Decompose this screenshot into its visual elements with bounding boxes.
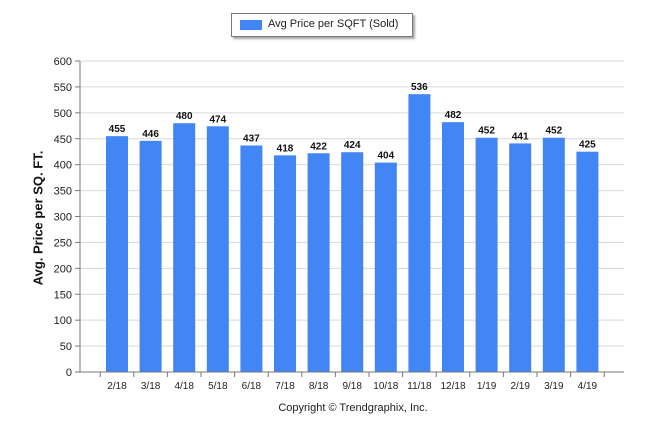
bar-5-18: [206, 126, 229, 372]
data-label: 441: [512, 131, 529, 142]
data-label: 482: [445, 110, 462, 121]
bar-4-18: [173, 123, 196, 372]
data-label: 452: [545, 126, 562, 137]
data-label: 474: [209, 114, 226, 125]
bar-8-18: [307, 153, 330, 372]
y-tick-label: 50: [60, 341, 72, 353]
data-label: 424: [344, 140, 361, 151]
y-tick-label: 250: [54, 237, 72, 249]
x-tick-label: 5/18: [208, 381, 228, 392]
data-label: 404: [377, 151, 394, 162]
data-label: 480: [176, 111, 193, 122]
data-label: 425: [579, 140, 596, 151]
data-label: 437: [243, 133, 260, 144]
x-tick-label: 3/19: [544, 381, 564, 392]
y-tick-label: 400: [54, 160, 72, 172]
data-label: 455: [109, 124, 126, 135]
bar-4-19: [576, 151, 599, 372]
y-tick-label: 150: [54, 289, 72, 301]
x-tick-label: 8/18: [309, 381, 329, 392]
x-tick-label: 2/18: [107, 381, 127, 392]
y-tick-label: 200: [54, 263, 72, 275]
bar-12-18: [442, 122, 464, 372]
data-label: 452: [478, 126, 495, 137]
x-tick-label: 1/19: [477, 381, 497, 392]
y-tick-label: 600: [54, 56, 72, 68]
x-tick-label: 10/18: [373, 381, 398, 392]
legend-label: Avg Price per SQFT (Sold): [268, 18, 399, 30]
bar-2-18: [106, 136, 128, 372]
data-label: 418: [277, 143, 294, 154]
x-tick-label: 4/18: [174, 381, 194, 392]
bar-3-19: [542, 137, 565, 372]
data-label: 422: [310, 141, 327, 152]
bar-3-18: [139, 140, 162, 372]
data-label: 446: [142, 129, 159, 140]
x-tick-label: 3/18: [141, 381, 161, 392]
x-tick-label: 2/19: [510, 381, 530, 392]
bar-1-19: [475, 137, 498, 372]
data-label: 536: [411, 82, 428, 93]
x-tick-label: 9/18: [342, 381, 362, 392]
y-tick-label: 450: [54, 134, 72, 146]
y-tick-label: 0: [66, 367, 72, 379]
x-tick-label: 7/18: [275, 381, 295, 392]
x-tick-label: 12/18: [440, 381, 465, 392]
y-tick-label: 100: [54, 315, 72, 327]
bar-10-18: [374, 162, 397, 372]
y-tick-label: 300: [54, 212, 72, 224]
x-tick-label: 4/19: [578, 381, 598, 392]
x-tick-label: 11/18: [407, 381, 432, 392]
legend: Avg Price per SQFT (Sold): [231, 13, 413, 37]
bar-9-18: [341, 152, 364, 372]
x-tick-label: 6/18: [242, 381, 262, 392]
bar-11-18: [408, 94, 431, 372]
bar-6-18: [240, 145, 263, 372]
bar-2-19: [509, 143, 532, 372]
y-tick-label: 500: [54, 108, 72, 120]
copyright-credit: Copyright © Trendgraphix, Inc.: [278, 402, 428, 414]
bar-7-18: [274, 155, 296, 372]
y-tick-label: 350: [54, 186, 72, 198]
y-tick-label: 550: [54, 82, 72, 94]
legend-swatch: [240, 20, 262, 30]
